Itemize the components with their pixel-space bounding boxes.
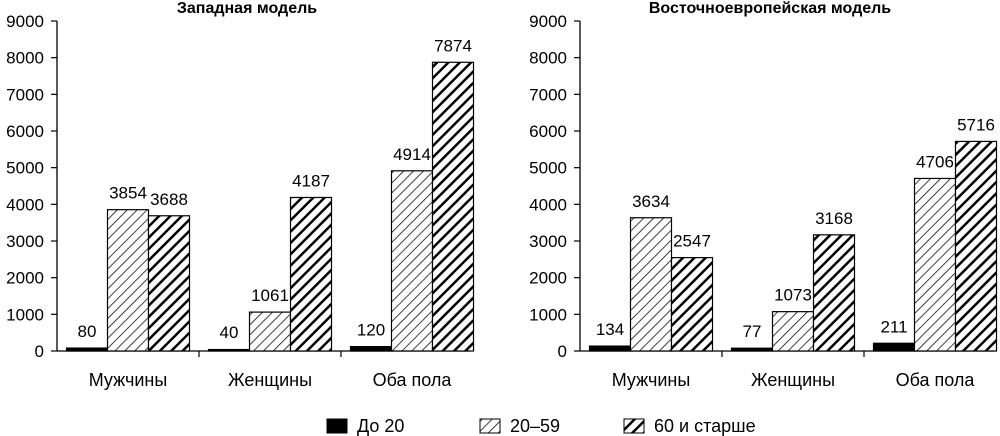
y-tick-label: 8000 xyxy=(6,49,44,68)
bar-20-59 xyxy=(629,217,673,352)
y-tick-labels: 0 1000 2000 3000 4000 5000 6000 7000 8000 9000 xyxy=(6,12,44,361)
bars xyxy=(588,140,998,352)
bar-20-59 xyxy=(913,177,957,352)
legend: До 20 20–59 60 и старше xyxy=(326,416,756,436)
bar-60-and-older xyxy=(670,257,714,352)
legend-item-under-20: До 20 xyxy=(326,416,404,436)
y-tick-label: 3000 xyxy=(529,232,567,251)
legend-label: 20–59 xyxy=(510,416,560,436)
chart-title: Западная модель xyxy=(177,0,317,17)
y-tick-label: 2000 xyxy=(6,269,44,288)
legend-item-60-and-older: 60 и старше xyxy=(623,416,756,436)
data-label: 3688 xyxy=(150,190,188,209)
y-tick-label: 7000 xyxy=(529,85,567,104)
y-tick-label: 5000 xyxy=(6,159,44,178)
data-labels: 80 3854 3688 40 1061 4187 120 4914 7874 xyxy=(78,36,472,342)
bar-60-and-older xyxy=(431,61,475,352)
data-label: 3854 xyxy=(109,184,147,203)
bar-under-20 xyxy=(588,345,632,352)
bar-under-20 xyxy=(730,347,774,352)
data-label: 1061 xyxy=(251,286,289,305)
category-label: Женщины xyxy=(751,370,835,390)
data-label: 4706 xyxy=(916,152,954,171)
bar-under-20 xyxy=(872,342,916,352)
chart-title: Восточноевропейская модель xyxy=(649,0,891,17)
category-label: Оба пола xyxy=(896,370,976,390)
data-label: 3634 xyxy=(632,192,670,211)
legend-swatch-solid xyxy=(326,418,348,434)
y-tick-label: 0 xyxy=(558,342,567,361)
legend-label: 60 и старше xyxy=(654,416,756,436)
bar-under-20 xyxy=(207,348,251,352)
bar-20-59 xyxy=(771,311,815,352)
bar-60-and-older xyxy=(147,215,191,352)
y-tick-label: 0 xyxy=(35,342,44,361)
bar-20-59 xyxy=(106,209,150,352)
y-tick-label: 6000 xyxy=(6,122,44,141)
y-tick-label: 2000 xyxy=(529,269,567,288)
data-label: 4187 xyxy=(292,171,330,190)
y-tick-label: 1000 xyxy=(6,305,44,324)
y-tick-label: 7000 xyxy=(6,85,44,104)
data-label: 40 xyxy=(220,323,239,342)
bar-under-20 xyxy=(65,347,109,352)
bar-20-59 xyxy=(248,311,292,352)
category-label: Оба пола xyxy=(373,370,453,390)
data-label: 1073 xyxy=(774,286,812,305)
bar-60-and-older xyxy=(289,196,333,352)
y-tick-labels: 0 1000 2000 3000 4000 5000 6000 7000 8000 9000 xyxy=(529,12,567,361)
y-tick-label: 3000 xyxy=(6,232,44,251)
legend-swatch-hatch-light xyxy=(479,418,501,434)
bar-20-59 xyxy=(390,170,434,352)
bar-under-20 xyxy=(349,346,393,352)
y-tick-label: 6000 xyxy=(529,122,567,141)
y-tick-label: 8000 xyxy=(529,49,567,68)
legend-item-20-59: 20–59 xyxy=(479,416,560,436)
category-label: Мужчины xyxy=(89,370,168,390)
data-label: 77 xyxy=(743,322,762,341)
data-label: 5716 xyxy=(957,115,995,134)
bar-60-and-older xyxy=(812,234,856,352)
category-labels: Мужчины Женщины Оба пола xyxy=(89,370,453,390)
chart-western-model: Западная модель 0 1000 2000 3000 4000 5000 600… xyxy=(6,0,475,390)
category-label: Женщины xyxy=(228,370,312,390)
y-tick-label: 5000 xyxy=(529,159,567,178)
data-label: 4914 xyxy=(393,145,431,164)
y-tick-label: 4000 xyxy=(6,195,44,214)
data-label: 80 xyxy=(78,322,97,341)
y-tick-label: 9000 xyxy=(6,12,44,31)
y-tick-label: 9000 xyxy=(529,12,567,31)
legend-swatch-hatch-heavy xyxy=(623,418,645,434)
data-label: 134 xyxy=(596,320,624,339)
data-label: 211 xyxy=(880,317,907,336)
bars xyxy=(65,61,475,352)
bar-60-and-older xyxy=(954,140,998,352)
legend-label: До 20 xyxy=(357,416,404,436)
data-label: 2547 xyxy=(673,232,711,251)
data-label: 3168 xyxy=(815,209,853,228)
category-labels: Мужчины Женщины Оба пола xyxy=(612,370,976,390)
data-label: 7874 xyxy=(434,36,472,55)
y-tick-label: 4000 xyxy=(529,195,567,214)
data-label: 120 xyxy=(357,321,385,340)
chart-east-european-model: Восточноевропейская модель 0 1000 2000 3000… xyxy=(529,0,998,390)
y-tick-label: 1000 xyxy=(529,305,567,324)
category-label: Мужчины xyxy=(612,370,691,390)
